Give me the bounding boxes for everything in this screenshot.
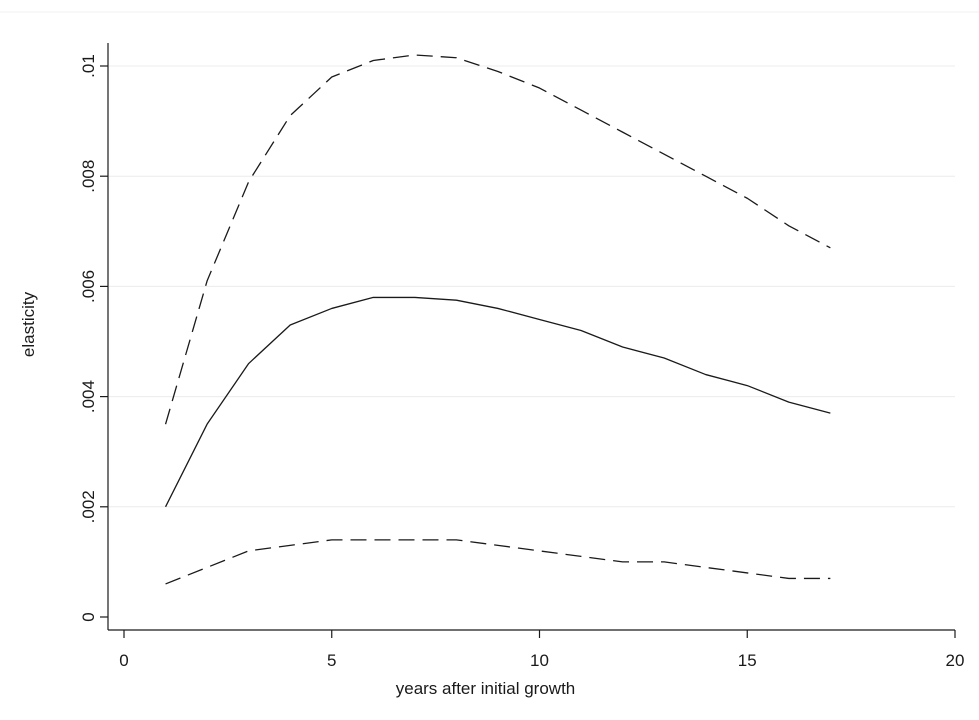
y-tick-label: 0: [79, 612, 98, 621]
gridlines: [109, 65, 955, 508]
y-tick-label: .008: [79, 160, 98, 193]
x-tick-label: 20: [946, 651, 965, 670]
series-line-3: [165, 539, 831, 585]
x-tick-label: 5: [327, 651, 336, 670]
y-tick-label: .006: [79, 270, 98, 303]
y-tick-label: .004: [79, 380, 98, 413]
x-tick-label: 0: [119, 651, 128, 670]
x-tick-label: 15: [738, 651, 757, 670]
y-axis-title: elasticity: [19, 291, 38, 357]
x-tick-label: 10: [530, 651, 549, 670]
y-ticks: 0 .002 .004 .006 .008 .01: [79, 54, 108, 622]
y-tick-label: .002: [79, 490, 98, 523]
x-ticks: 0 5 10 15 20: [119, 630, 964, 670]
series-line-2: [164, 296, 831, 508]
series-lines: [164, 54, 831, 585]
series-line-1: [164, 54, 831, 425]
axes: [107, 43, 955, 631]
y-tick-label: .01: [79, 54, 98, 78]
x-axis-title: years after initial growth: [396, 679, 576, 698]
